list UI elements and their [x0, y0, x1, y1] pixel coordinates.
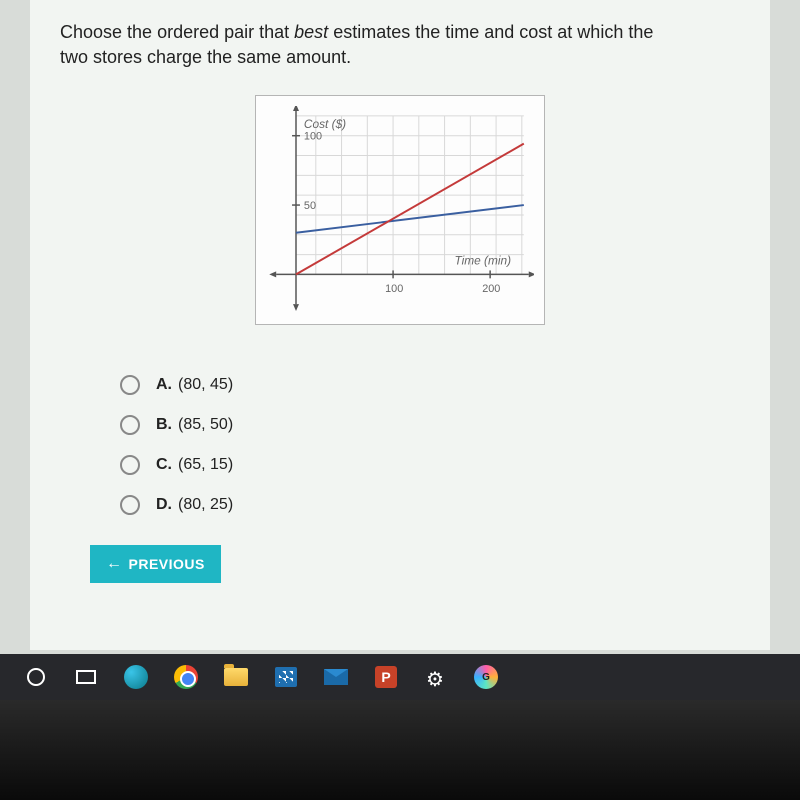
powerpoint-icon: P: [375, 666, 397, 688]
option-d[interactable]: D. (80, 25): [120, 495, 740, 515]
previous-button[interactable]: ← PREVIOUS: [90, 545, 221, 583]
option-a-label: A. (80, 45): [156, 376, 233, 394]
option-d-label: D. (80, 25): [156, 496, 233, 514]
settings-button[interactable]: ⚙: [420, 661, 452, 693]
radio-a[interactable]: [120, 375, 140, 395]
google-button[interactable]: G: [470, 661, 502, 693]
folder-icon: [224, 668, 248, 686]
start-button[interactable]: [20, 661, 52, 693]
option-a-text: (80, 45): [178, 376, 233, 393]
store-icon: [275, 667, 297, 687]
question-part1b: estimates the time and cost at which the: [328, 22, 653, 42]
store-button[interactable]: [270, 661, 302, 693]
option-c-letter: C.: [156, 456, 172, 473]
y-tick-100: 100: [304, 131, 322, 143]
gear-icon: ⚙: [426, 667, 446, 687]
chrome-icon: [174, 665, 198, 689]
explorer-button[interactable]: [220, 661, 252, 693]
chart: Cost ($) 100 50 Time (min) 100 200: [255, 95, 545, 325]
circle-icon: [27, 668, 45, 686]
radio-d[interactable]: [120, 495, 140, 515]
option-d-text: (80, 25): [178, 496, 233, 513]
option-c-label: C. (65, 15): [156, 456, 233, 474]
chart-container: Cost ($) 100 50 Time (min) 100 200: [60, 95, 740, 325]
option-b[interactable]: B. (85, 50): [120, 415, 740, 435]
question-italic: best: [294, 22, 328, 42]
google-icon: G: [474, 665, 498, 689]
chrome-button[interactable]: [170, 661, 202, 693]
powerpoint-button[interactable]: P: [370, 661, 402, 693]
option-b-text: (85, 50): [178, 416, 233, 433]
task-view-icon: [76, 670, 96, 684]
option-b-letter: B.: [156, 416, 172, 433]
question-text: Choose the ordered pair that best estima…: [60, 20, 740, 70]
taskbar: P ⚙ G: [0, 654, 800, 700]
arrow-left-icon: ←: [106, 555, 123, 573]
previous-label: PREVIOUS: [129, 556, 205, 572]
chart-grid: [296, 116, 524, 274]
option-d-letter: D.: [156, 496, 172, 513]
y-tick-50: 50: [304, 200, 316, 212]
x-tick-200: 200: [482, 284, 500, 296]
edge-button[interactable]: [120, 661, 152, 693]
mail-button[interactable]: [320, 661, 352, 693]
question-part1: Choose the ordered pair that: [60, 22, 294, 42]
radio-c[interactable]: [120, 455, 140, 475]
task-view-button[interactable]: [70, 661, 102, 693]
radio-b[interactable]: [120, 415, 140, 435]
edge-icon: [124, 665, 148, 689]
option-b-label: B. (85, 50): [156, 416, 233, 434]
mail-icon: [324, 669, 348, 685]
option-c[interactable]: C. (65, 15): [120, 455, 740, 475]
option-a-letter: A.: [156, 376, 172, 393]
option-c-text: (65, 15): [178, 456, 233, 473]
x-axis-label: Time (min): [454, 254, 511, 268]
x-tick-100: 100: [385, 284, 403, 296]
laptop-bezel: [0, 700, 800, 800]
answer-options: A. (80, 45) B. (85, 50) C. (65, 15) D. (80, …: [120, 375, 740, 515]
option-a[interactable]: A. (80, 45): [120, 375, 740, 395]
y-axis-label: Cost ($): [304, 117, 346, 131]
question-part2: two stores charge the same amount.: [60, 47, 351, 67]
